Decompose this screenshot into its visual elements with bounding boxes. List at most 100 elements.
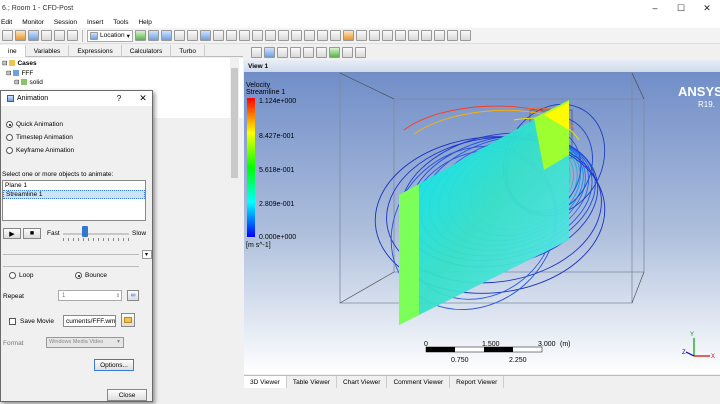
quick-animation-option[interactable]: Quick Animation — [6, 121, 63, 128]
bounce-option[interactable]: Bounce — [75, 272, 107, 279]
location-dropdown[interactable]: Location ▾ — [87, 29, 133, 42]
particle-track-icon[interactable] — [173, 30, 185, 41]
menu-help[interactable]: Help — [138, 18, 152, 26]
print-icon[interactable] — [41, 30, 52, 41]
close-button[interactable]: Close — [107, 389, 147, 401]
menu-edit[interactable]: Edit — [1, 18, 13, 26]
undo-icon[interactable] — [54, 30, 65, 41]
minimize-button[interactable]: – — [652, 3, 658, 13]
timestep-animation-radio[interactable] — [6, 134, 13, 141]
redo-icon[interactable] — [67, 30, 78, 41]
spreadsheet-icon[interactable] — [407, 30, 419, 41]
list-item-streamline[interactable]: Streamline 1 — [3, 190, 145, 199]
new-icon[interactable] — [2, 30, 13, 41]
variable-icon[interactable] — [290, 30, 302, 41]
screenshot-icon[interactable] — [446, 30, 458, 41]
loop-radio[interactable] — [9, 272, 16, 279]
isosurface-icon[interactable] — [199, 30, 211, 41]
legend-subtitle: Streamline 1 — [246, 89, 285, 96]
viewport-scene[interactable]: Velocity Streamline 1 1.124e+000 8.427e-… — [244, 60, 720, 374]
play-button[interactable]: ▶ — [3, 228, 21, 239]
timestep-animation-option[interactable]: Timestep Animation — [6, 134, 73, 141]
expression-icon[interactable] — [303, 30, 315, 41]
mesh-icon[interactable] — [394, 30, 406, 41]
dialog-title-bar[interactable]: Animation ? ✕ — [1, 91, 152, 106]
select-icon[interactable] — [251, 46, 262, 58]
movie-path-field[interactable]: cuments/FFF.wmv — [63, 315, 116, 327]
dialog-close-button[interactable]: ✕ — [139, 93, 147, 103]
outline-scrollbar[interactable] — [230, 58, 239, 228]
zoom-fit-icon[interactable] — [316, 46, 327, 58]
save-movie-checkbox[interactable] — [9, 318, 16, 325]
help-button[interactable]: ? — [116, 94, 122, 103]
stop-button[interactable]: ■ — [23, 228, 41, 239]
chart-icon[interactable] — [225, 30, 237, 41]
tree-item-solid[interactable]: ⊟ solid — [14, 78, 43, 87]
layout-icon[interactable] — [355, 46, 366, 58]
report-icon[interactable] — [433, 30, 445, 41]
vector-icon[interactable] — [147, 30, 159, 41]
figure-icon[interactable] — [420, 30, 432, 41]
maximize-button[interactable]: ☐ — [676, 2, 686, 13]
calculator-icon[interactable] — [316, 30, 328, 41]
tab-table-viewer[interactable]: Table Viewer — [287, 376, 337, 388]
quick-animation-radio[interactable] — [6, 121, 13, 128]
colormap-icon[interactable] — [277, 30, 289, 41]
spin-arrows-icon: ⇕ — [115, 292, 120, 299]
eye-icon[interactable] — [381, 30, 393, 41]
probe-icon[interactable] — [342, 30, 354, 41]
streamline-icon[interactable] — [160, 30, 172, 41]
list-item-plane[interactable]: Plane 1 — [5, 182, 28, 189]
pan-icon[interactable] — [277, 46, 288, 58]
text-icon[interactable] — [238, 30, 250, 41]
tree-item-fff[interactable]: ⊟ FFF — [6, 69, 33, 78]
probe-icon[interactable] — [329, 46, 340, 58]
legend-icon[interactable] — [251, 30, 263, 41]
zoom-icon[interactable] — [290, 46, 301, 58]
volume-rendering-icon[interactable] — [186, 30, 198, 41]
repeat-spinner[interactable]: 1 ⇕ — [58, 290, 122, 301]
quick-edit-icon[interactable] — [355, 30, 367, 41]
highlight-icon[interactable] — [342, 46, 353, 58]
instance-transform-icon[interactable] — [264, 30, 276, 41]
format-select[interactable]: Windows Media Video ▾ — [46, 337, 124, 348]
speed-slider-track[interactable] — [63, 233, 129, 235]
menu-monitor[interactable]: Monitor — [22, 18, 44, 26]
menu-insert[interactable]: Insert — [87, 18, 104, 26]
bounce-radio[interactable] — [75, 272, 82, 279]
function-icon[interactable] — [329, 30, 341, 41]
keyframe-animation-radio[interactable] — [6, 147, 13, 154]
tab-variables[interactable]: Variables — [26, 45, 70, 57]
color-legend[interactable]: Velocity Streamline 1 1.124e+000 8.427e-… — [246, 82, 296, 249]
menu-tools[interactable]: Tools — [113, 18, 129, 26]
loop-option[interactable]: Loop — [9, 272, 33, 279]
tab-report-viewer[interactable]: Report Viewer — [450, 376, 505, 388]
speed-slider-thumb[interactable] — [81, 226, 88, 237]
tab-outline[interactable]: ine — [0, 45, 26, 57]
tree-item-cases[interactable]: ⊟ Cases — [2, 59, 37, 68]
objects-list[interactable]: Plane 1 Streamline 1 — [2, 180, 146, 221]
tab-3d-viewer[interactable]: 3D Viewer — [244, 376, 287, 388]
table-icon[interactable] — [212, 30, 224, 41]
browse-button[interactable] — [121, 313, 135, 327]
open-icon[interactable] — [15, 30, 26, 41]
tab-chart-viewer[interactable]: Chart Viewer — [337, 376, 388, 388]
animation-icon[interactable] — [368, 30, 380, 41]
repeat-infinite-button[interactable]: ∞ — [127, 290, 139, 301]
tab-calculators[interactable]: Calculators — [122, 45, 172, 57]
save-icon[interactable] — [28, 30, 39, 41]
keyframe-animation-option[interactable]: Keyframe Animation — [6, 147, 74, 154]
scrollbar-thumb[interactable] — [231, 68, 238, 178]
tab-expressions[interactable]: Expressions — [69, 45, 122, 57]
options-dropdown[interactable]: ▾ — [142, 250, 152, 259]
tab-comment-viewer[interactable]: Comment Viewer — [387, 376, 451, 388]
rotate-icon[interactable] — [264, 46, 275, 58]
menu-session[interactable]: Session — [53, 18, 78, 26]
window-close-button[interactable]: ✕ — [703, 2, 711, 13]
options-button[interactable]: Options... — [94, 359, 134, 371]
3d-viewport[interactable]: View 1 Velocity Streamline 1 1.124e+000 … — [244, 60, 720, 374]
settings-icon[interactable] — [459, 30, 471, 41]
tab-turbo[interactable]: Turbo — [171, 45, 205, 57]
contour-icon[interactable] — [134, 30, 146, 41]
zoom-box-icon[interactable] — [303, 46, 314, 58]
